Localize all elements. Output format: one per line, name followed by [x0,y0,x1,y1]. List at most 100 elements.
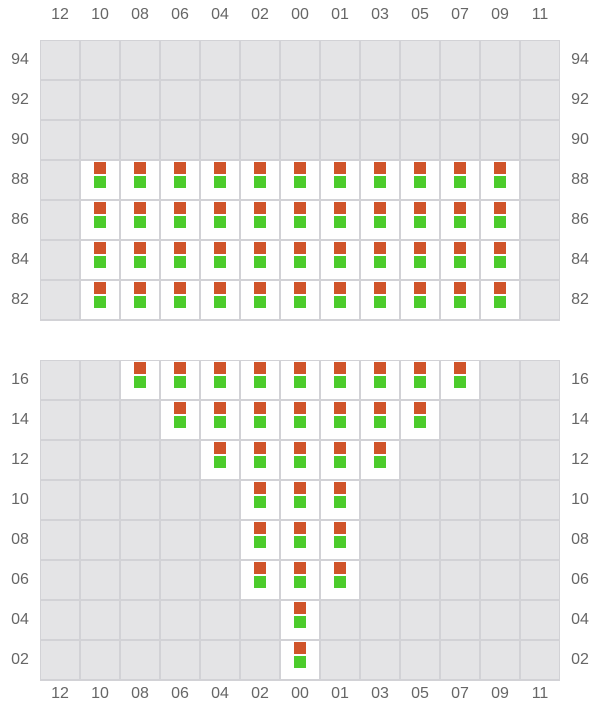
seat-cell-active[interactable] [121,361,159,399]
seat-cell-active[interactable] [241,521,279,559]
seat-cell-active[interactable] [361,241,399,279]
seat-cell-active[interactable] [401,241,439,279]
seat-cell-active[interactable] [201,401,239,439]
row-label-right: 92 [571,91,589,108]
seat-cell-active[interactable] [281,641,319,679]
seat-cell-active[interactable] [361,401,399,439]
seat-cell-empty [361,81,399,119]
seat-cell-active[interactable] [241,281,279,319]
seat-cell-active[interactable] [81,201,119,239]
seat-cell-active[interactable] [201,201,239,239]
seat-cell-active[interactable] [281,361,319,399]
seat-cell-active[interactable] [241,401,279,439]
seat-cell-active[interactable] [161,281,199,319]
seat-cell-active[interactable] [401,281,439,319]
seat-cell-active[interactable] [361,281,399,319]
seat-cell-empty [201,561,239,599]
seat-cell-active[interactable] [321,201,359,239]
orange-marker-icon [134,362,146,374]
seat-cell-active[interactable] [241,201,279,239]
seat-cell-active[interactable] [201,241,239,279]
seat-cell-active[interactable] [441,281,479,319]
seat-cell-active[interactable] [201,281,239,319]
orange-marker-icon [294,602,306,614]
seat-cell-active[interactable] [241,361,279,399]
seat-cell-active[interactable] [481,201,519,239]
seat-cell-active[interactable] [361,201,399,239]
seat-cell-active[interactable] [441,361,479,399]
orange-marker-icon [294,362,306,374]
orange-marker-icon [294,482,306,494]
seat-cell-active[interactable] [321,561,359,599]
seat-cell-active[interactable] [281,601,319,639]
seat-cell-active[interactable] [201,441,239,479]
orange-marker-icon [94,282,106,294]
seat-cell-active[interactable] [241,241,279,279]
seat-cell-active[interactable] [321,521,359,559]
seat-cell-active[interactable] [321,361,359,399]
seat-cell-active[interactable] [161,161,199,199]
column-label-top: 03 [371,6,389,23]
seat-cell-active[interactable] [161,401,199,439]
seat-cell-active[interactable] [241,561,279,599]
seat-cell-active[interactable] [81,241,119,279]
seat-cell-empty [521,161,559,199]
seat-cell-active[interactable] [281,441,319,479]
seat-cell-active[interactable] [281,161,319,199]
seat-cell-active[interactable] [481,161,519,199]
seat-cell-active[interactable] [361,161,399,199]
seat-cell-active[interactable] [241,161,279,199]
seat-cell-active[interactable] [121,241,159,279]
seat-cell-active[interactable] [401,161,439,199]
seat-cell-active[interactable] [321,281,359,319]
green-marker-icon [414,176,426,188]
seat-cell-active[interactable] [81,281,119,319]
seat-cell-empty [521,281,559,319]
seat-cell-active[interactable] [121,201,159,239]
seat-cell-active[interactable] [281,281,319,319]
seat-cell-active[interactable] [441,201,479,239]
seat-cell-active[interactable] [281,401,319,439]
seat-cell-empty [41,201,79,239]
seat-cell-active[interactable] [281,521,319,559]
seat-cell-active[interactable] [361,361,399,399]
seat-cell-empty [161,641,199,679]
seat-cell-empty [521,521,559,559]
seat-cell-active[interactable] [281,241,319,279]
orange-marker-icon [494,242,506,254]
seat-cell-active[interactable] [441,241,479,279]
seat-cell-active[interactable] [481,281,519,319]
seat-cell-active[interactable] [241,441,279,479]
seat-cell-active[interactable] [121,161,159,199]
seat-cell-active[interactable] [201,361,239,399]
seat-cell-active[interactable] [321,161,359,199]
orange-marker-icon [414,402,426,414]
seat-cell-empty [481,601,519,639]
seat-cell-active[interactable] [241,481,279,519]
seat-cell-active[interactable] [161,361,199,399]
green-marker-icon [174,256,186,268]
seat-cell-active[interactable] [201,161,239,199]
seat-cell-active[interactable] [161,201,199,239]
seat-cell-active[interactable] [81,161,119,199]
seat-cell-active[interactable] [321,241,359,279]
seat-cell-empty [41,641,79,679]
seat-cell-empty [161,601,199,639]
seat-cell-active[interactable] [361,441,399,479]
seat-cell-active[interactable] [281,481,319,519]
seat-cell-active[interactable] [121,281,159,319]
seat-cell-active[interactable] [401,401,439,439]
green-marker-icon [374,376,386,388]
seat-cell-active[interactable] [321,401,359,439]
green-marker-icon [414,296,426,308]
seat-cell-active[interactable] [441,161,479,199]
seat-cell-active[interactable] [281,561,319,599]
seat-cell-active[interactable] [281,201,319,239]
seat-cell-active[interactable] [321,481,359,519]
seat-cell-active[interactable] [321,441,359,479]
seat-cell-active[interactable] [401,361,439,399]
seat-cell-active[interactable] [481,241,519,279]
seat-cell-active[interactable] [401,201,439,239]
seat-cell-empty [481,561,519,599]
seat-cell-active[interactable] [161,241,199,279]
